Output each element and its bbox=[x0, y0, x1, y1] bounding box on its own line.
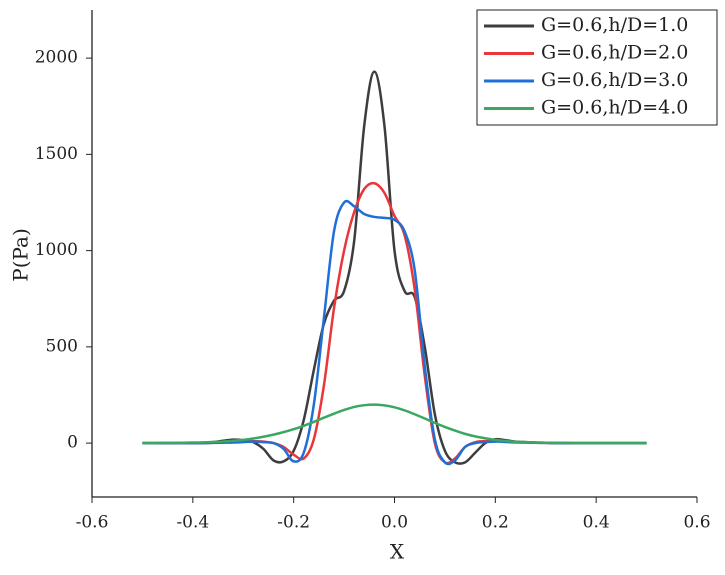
legend-label: G=0.6,h/D=4.0 bbox=[541, 97, 688, 119]
x-tick-label: -0.6 bbox=[76, 513, 109, 533]
x-tick-label: -0.4 bbox=[176, 513, 209, 533]
legend-label: G=0.6,h/D=3.0 bbox=[541, 69, 688, 91]
legend-label: G=0.6,h/D=1.0 bbox=[541, 14, 688, 36]
x-tick-label: 0.6 bbox=[683, 513, 710, 533]
y-tick-label: 0 bbox=[67, 433, 78, 453]
y-axis-label: P(Pa) bbox=[9, 228, 33, 282]
x-tick-label: -0.2 bbox=[277, 513, 310, 533]
data-line bbox=[142, 70, 647, 465]
x-axis-label: X bbox=[390, 540, 405, 564]
y-tick-label: 500 bbox=[46, 336, 78, 356]
y-tick-label: 2000 bbox=[35, 48, 78, 68]
x-tick-label: 0.2 bbox=[482, 513, 509, 533]
legend-label: G=0.6,h/D=2.0 bbox=[541, 42, 688, 64]
y-tick-label: 1500 bbox=[35, 144, 78, 164]
data-line bbox=[142, 181, 647, 465]
data-line bbox=[142, 403, 647, 445]
y-tick-label: 1000 bbox=[35, 240, 78, 260]
legend-box bbox=[476, 9, 718, 126]
x-tick-label: 0.4 bbox=[583, 513, 610, 533]
x-tick-label: 0.0 bbox=[381, 513, 408, 533]
